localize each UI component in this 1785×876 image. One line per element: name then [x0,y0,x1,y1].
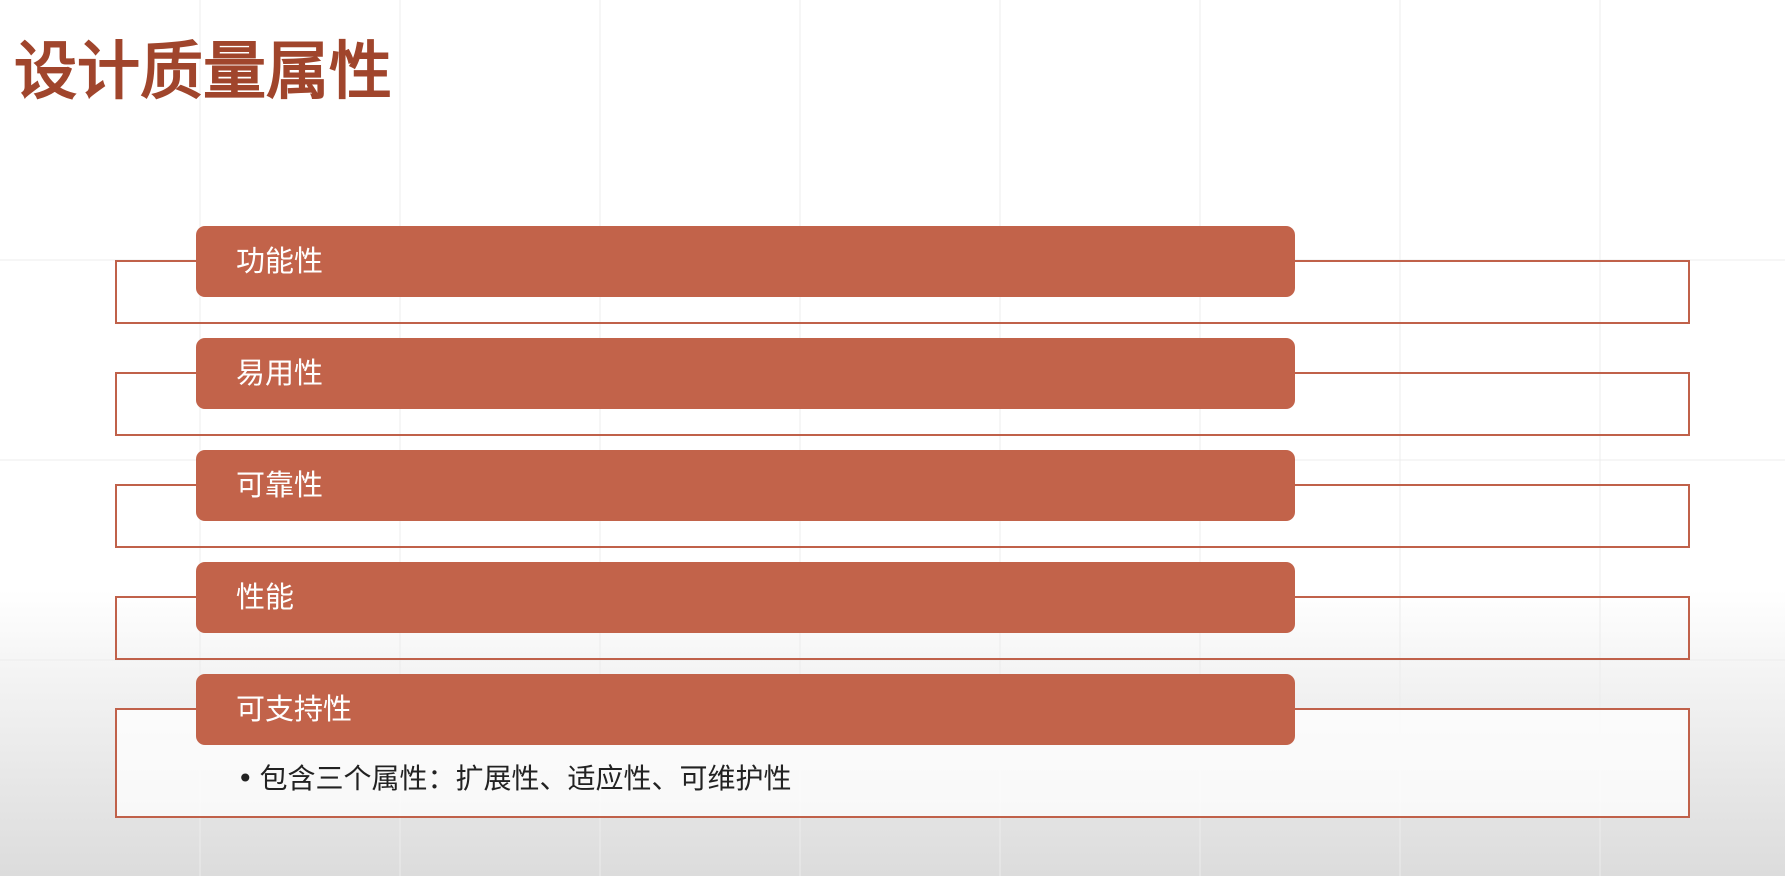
item-label: 可靠性 [236,468,324,502]
quality-item-functionality: 功能性 [115,226,1692,324]
item-bullet: • 包含三个属性：扩展性、适应性、可维护性 [237,761,792,797]
item-header: 功能性 [196,226,1295,297]
item-header: 易用性 [196,338,1295,409]
quality-item-usability: 易用性 [115,338,1692,436]
slide-title: 设计质量属性 [14,35,392,108]
item-label: 可支持性 [236,692,353,726]
bullet-text: 包含三个属性：扩展性、适应性、可维护性 [259,762,792,795]
item-label: 功能性 [236,244,324,278]
item-label: 性能 [236,580,295,614]
quality-item-performance: 性能 [115,562,1692,660]
item-header: 可支持性 [196,674,1295,745]
bullet-dot-icon: • [237,762,254,795]
quality-item-reliability: 可靠性 [115,450,1692,548]
item-header: 可靠性 [196,450,1295,521]
quality-item-supportability: 可支持性 • 包含三个属性：扩展性、适应性、可维护性 [115,674,1692,818]
item-label: 易用性 [236,356,324,390]
item-header: 性能 [196,562,1295,633]
